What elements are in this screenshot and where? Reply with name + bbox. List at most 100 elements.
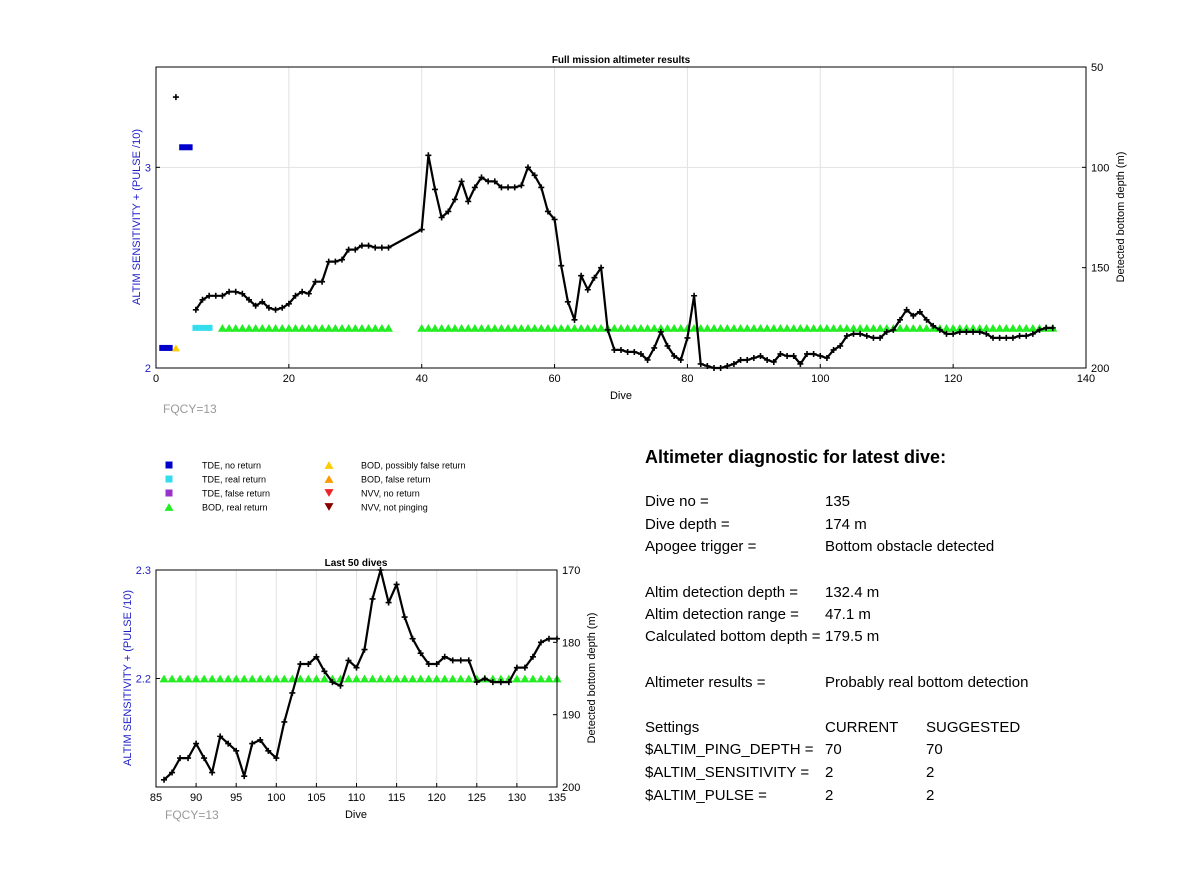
ping-depth-suggested: 70 bbox=[926, 741, 943, 758]
full-mission-x-tick-label: 40 bbox=[416, 373, 428, 385]
full-mission-bod-real-return-marker bbox=[310, 324, 320, 332]
full-mission-bottom-depth-point bbox=[757, 352, 764, 359]
settings-header: Settings bbox=[645, 719, 700, 736]
full-mission-bottom-depth-point bbox=[445, 208, 452, 215]
ping-depth-label: $ALTIM_PING_DEPTH = bbox=[645, 741, 814, 758]
last-50-bottom-depth-point bbox=[497, 679, 504, 686]
full-mission-bottom-depth-point bbox=[265, 304, 272, 311]
full-mission-x-tick-label: 80 bbox=[681, 373, 693, 385]
full-mission-bottom-depth-point bbox=[206, 292, 213, 299]
full-mission-bod-real-return-marker bbox=[257, 324, 267, 332]
last-50-bottom-depth-point bbox=[513, 664, 520, 671]
last-50-bottom-depth-point bbox=[161, 776, 168, 783]
legend-nvv-not-pinging-label: NVV, not pinging bbox=[361, 503, 428, 513]
full-mission-bod-real-return-marker bbox=[477, 324, 486, 332]
full-mission-bottom-depth-point bbox=[465, 198, 472, 205]
last-50-bottom-depth-point bbox=[425, 661, 432, 668]
full-mission-bottom-depth-point bbox=[478, 174, 485, 181]
full-mission-bottom-depth-point bbox=[332, 258, 339, 265]
last-50-bod-real-return-marker bbox=[263, 674, 273, 683]
dive-no-label: Dive no = bbox=[645, 493, 709, 510]
last-50-bod-real-return-marker bbox=[448, 674, 458, 683]
last-50-ylabel-right: Detected bottom depth (m) bbox=[586, 613, 598, 744]
full-mission-bod-real-return-marker bbox=[324, 324, 334, 332]
full-mission-bottom-depth-point bbox=[491, 178, 498, 185]
last-50-bottom-depth-point bbox=[305, 661, 312, 668]
full-mission-bottom-depth-point bbox=[192, 306, 199, 313]
legend-tde-false-return-marker bbox=[165, 489, 173, 497]
last-50-bod-real-return-marker bbox=[520, 674, 530, 683]
full-mission-bottom-depth-point bbox=[425, 152, 432, 159]
last-50-bod-real-return-marker bbox=[183, 674, 193, 683]
full-mission-bottom-depth-point bbox=[358, 242, 365, 249]
full-mission-bod-real-return-marker bbox=[815, 324, 825, 332]
full-mission-bottom-depth-point bbox=[823, 354, 830, 361]
last-50-bod-real-return-marker bbox=[271, 674, 281, 683]
full-mission-bod-real-return-marker bbox=[742, 324, 752, 332]
full-mission-bod-real-return-marker bbox=[217, 324, 227, 332]
full-mission-bod-real-return-marker bbox=[995, 324, 1005, 332]
full-mission-bod-real-return-marker bbox=[895, 324, 905, 332]
calculated-bottom-depth-value: 179.5 m bbox=[825, 628, 880, 645]
last-50-bottom-depth-point bbox=[505, 679, 512, 686]
full-mission-bottom-depth-point bbox=[976, 328, 983, 335]
full-mission-bod-real-return-marker bbox=[722, 324, 732, 332]
last-50-bod-real-return-marker bbox=[360, 674, 370, 683]
last-50-x-tick-label: 135 bbox=[548, 792, 566, 804]
full-mission-bod-real-return-marker bbox=[297, 324, 307, 332]
last-50-bottom-depth-point bbox=[489, 679, 496, 686]
last-50-bod-real-return-marker bbox=[319, 674, 329, 683]
full-mission-bottom-depth-point bbox=[259, 298, 266, 305]
last-50-bottom-depth-point bbox=[369, 595, 376, 602]
full-mission-bod-real-return-marker bbox=[795, 324, 805, 332]
full-mission-bod-real-return-marker bbox=[277, 324, 287, 332]
full-mission-bod-real-return-marker bbox=[643, 324, 653, 332]
last-50-bottom-depth-point bbox=[545, 635, 552, 642]
full-mission-ylabel-right: Detected bottom depth (m) bbox=[1115, 152, 1127, 283]
full-mission-bod-real-return-marker bbox=[842, 324, 852, 332]
last-50-bod-real-return-marker bbox=[295, 674, 305, 683]
legend-bod-false-return-label: BOD, false return bbox=[361, 475, 431, 485]
full-mission-bod-real-return-marker bbox=[702, 324, 712, 332]
full-mission-bottom-depth-point bbox=[777, 350, 784, 357]
full-mission-marks bbox=[159, 94, 1058, 371]
last-50-bottom-depth-point bbox=[521, 664, 528, 671]
full-mission-bottom-depth-point bbox=[950, 330, 957, 337]
full-mission-bottom-depth-point bbox=[1029, 330, 1036, 337]
full-mission-bottom-depth-point bbox=[345, 246, 352, 253]
full-mission-bottom-depth-point bbox=[558, 262, 565, 269]
last-50-bod-real-return-marker bbox=[536, 674, 546, 683]
full-mission-bottom-depth-point bbox=[850, 330, 857, 337]
full-mission-bottom-depth-point bbox=[837, 342, 844, 349]
full-mission-bottom-depth-point bbox=[618, 346, 624, 353]
full-mission-bod-real-return-marker bbox=[437, 324, 447, 332]
full-mission-bottom-depth-point bbox=[418, 226, 425, 233]
full-mission-bod-real-return-marker bbox=[716, 324, 726, 332]
legend-bod-possibly-false-return-label: BOD, possibly false return bbox=[361, 461, 466, 471]
last-50-dives-chart: 85 90 95 100 105 110 115 120 125 130 135 2.2 2.3 170 1… bbox=[122, 558, 598, 822]
last-50-bottom-depth-point bbox=[273, 755, 280, 762]
last-50-bod-real-return-marker bbox=[311, 674, 321, 683]
last-50-xlabel: Dive bbox=[345, 809, 367, 821]
full-mission-bod-real-return-marker bbox=[729, 324, 739, 332]
last-50-bottom-depth-point bbox=[313, 653, 320, 660]
last-50-bottom-depth-point bbox=[345, 657, 352, 664]
last-50-bottom-depth-point bbox=[361, 646, 368, 653]
full-mission-bod-real-return-marker bbox=[709, 324, 719, 332]
full-mission-bottom-depth-point bbox=[744, 356, 751, 363]
legend-tde-no-return-label: TDE, no return bbox=[202, 461, 261, 471]
full-mission-x-tick-label: 60 bbox=[548, 373, 560, 385]
last-50-bod-real-return-marker bbox=[368, 674, 378, 683]
full-mission-bod-real-return-marker bbox=[862, 324, 872, 332]
legend-tde-real-return-label: TDE, real return bbox=[202, 475, 266, 485]
full-mission-bod-real-return-marker bbox=[463, 324, 473, 332]
pulse-suggested: 2 bbox=[926, 787, 935, 804]
full-mission-bottom-depth-point bbox=[438, 214, 445, 221]
full-mission-bottom-depth-point bbox=[279, 304, 286, 311]
legend-nvv-no-return-marker bbox=[324, 489, 334, 497]
dive-no-value: 135 bbox=[825, 493, 851, 510]
last-50-x-tick-label: 95 bbox=[230, 792, 242, 804]
full-mission-bod-real-return-marker bbox=[496, 324, 506, 332]
altim-detection-depth-label: Altim detection depth = bbox=[645, 584, 799, 601]
full-mission-bottom-depth-point bbox=[983, 330, 990, 337]
